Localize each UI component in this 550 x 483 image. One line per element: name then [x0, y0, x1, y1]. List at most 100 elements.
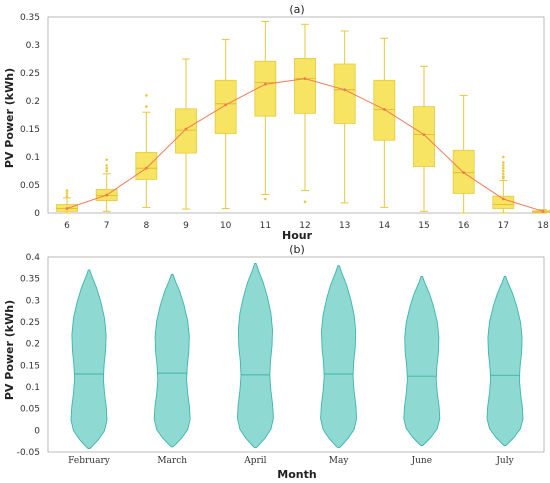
outlier-point — [502, 172, 505, 176]
mean-point — [501, 197, 505, 201]
box-iqr — [413, 106, 435, 167]
violin-body — [70, 269, 108, 449]
box-hour-8 — [135, 94, 158, 208]
x-tick-label: 12 — [299, 221, 310, 231]
box-iqr — [135, 152, 158, 180]
outlier-point — [303, 200, 307, 204]
outlier-point — [65, 189, 69, 192]
violin-july — [486, 276, 524, 446]
mean-point — [462, 171, 466, 175]
violin-june — [403, 276, 441, 446]
x-tick-label: 6 — [64, 221, 70, 231]
box-iqr — [333, 63, 356, 124]
x-tick-label: February — [68, 456, 111, 466]
plot-area-frame — [47, 256, 545, 453]
x-tick-label: July — [495, 456, 514, 466]
x-tick-label: 11 — [260, 221, 271, 231]
outlier-point — [502, 164, 505, 167]
box-iqr — [175, 108, 197, 154]
y-tick-label: 0.1 — [26, 153, 40, 163]
y-tick-label: 0 — [34, 209, 40, 219]
outlier-point — [105, 164, 108, 167]
violin-may — [320, 265, 358, 449]
box-hour-13 — [333, 30, 356, 204]
y-tick-label: 0.15 — [20, 125, 40, 135]
y-tick-label: 0 — [34, 426, 40, 436]
plot-area-frame — [47, 16, 545, 214]
outlier-point — [105, 169, 108, 173]
violin-body — [320, 265, 358, 449]
x-tick-label: April — [243, 456, 266, 466]
mean-point — [144, 166, 148, 170]
mean-point — [263, 82, 267, 86]
x-tick-label: 18 — [537, 221, 549, 231]
y-tick-label: 0.1 — [26, 383, 40, 393]
y-tick-label: 0.25 — [20, 318, 40, 328]
outlier-point — [502, 161, 505, 164]
mean-point — [541, 209, 545, 213]
box-iqr — [214, 79, 237, 134]
x-tick-label: 17 — [498, 221, 509, 231]
y-tick-label: 0.4 — [26, 253, 41, 263]
y-tick-label: 0.35 — [20, 275, 40, 285]
mean-point — [105, 193, 109, 197]
box-hour-15 — [413, 65, 435, 212]
y-tick-label: -0.05 — [17, 448, 40, 458]
mean-point — [65, 207, 69, 210]
box-hour-17 — [492, 155, 515, 214]
panel-b-x-axis-label: Month — [277, 468, 316, 481]
box-hour-9 — [175, 58, 197, 210]
box-hour-14 — [373, 37, 396, 208]
x-tick-label: May — [329, 456, 350, 466]
x-tick-label: 16 — [458, 221, 470, 231]
outlier-point — [105, 166, 108, 170]
outlier-point — [105, 158, 108, 162]
mean-point — [422, 133, 426, 137]
panel-b-y-axis-label: PV Power (kWh) — [3, 300, 16, 400]
y-tick-label: 0.05 — [20, 405, 40, 415]
x-tick-label: 8 — [143, 221, 149, 231]
outlier-point — [502, 166, 505, 170]
x-tick-label: March — [157, 456, 187, 466]
box-hour-10 — [214, 38, 237, 210]
violin-body — [236, 263, 274, 449]
violin-april — [236, 263, 274, 449]
panel-a-label: (a) — [289, 3, 304, 16]
x-tick-label: 9 — [183, 221, 189, 231]
mean-point — [184, 127, 188, 131]
box-hour-11 — [254, 20, 277, 201]
y-tick-label: 0.35 — [20, 13, 40, 23]
mean-point — [224, 103, 228, 107]
mean-point — [382, 108, 386, 111]
y-tick-label: 0.05 — [20, 181, 40, 191]
mean-point — [343, 88, 347, 92]
violin-body — [403, 276, 441, 446]
outlier-point — [145, 105, 148, 108]
box-hour-16 — [452, 94, 475, 214]
outlier-point — [65, 192, 69, 195]
x-tick-label: 15 — [418, 221, 429, 231]
x-tick-label: 10 — [220, 221, 232, 231]
x-tick-label: June — [411, 456, 433, 466]
mean-point — [303, 77, 307, 80]
box-hour-18 — [532, 209, 550, 214]
box-hour-7 — [95, 158, 118, 212]
outlier-point — [502, 176, 505, 180]
panel-b-label: (b) — [289, 243, 305, 256]
x-tick-label: 13 — [339, 221, 350, 231]
outlier-point — [65, 194, 69, 198]
x-tick-label: 14 — [379, 221, 391, 231]
box-plot-panel: 0 0.05 0.1 0.15 0.2 0.25 0.3 0.35 6 7 8 9 10 11 12 13 14… — [20, 13, 550, 231]
outlier-point — [145, 94, 148, 97]
x-tick-label: 7 — [104, 221, 110, 231]
y-tick-label: 0.2 — [26, 97, 40, 107]
violin-plot-panel: -0.05 0 0.05 0.1 0.15 0.2 0.25 0.3 0.35 0.4 Februa… — [17, 253, 545, 466]
y-tick-label: 0.15 — [20, 361, 40, 371]
box-hour-12 — [294, 23, 316, 204]
y-tick-label: 0.3 — [26, 41, 40, 51]
outlier-point — [264, 197, 267, 201]
y-tick-label: 0.2 — [26, 340, 40, 350]
outlier-point — [502, 169, 505, 173]
panel-a-y-axis-label: PV Power (kWh) — [3, 68, 16, 168]
